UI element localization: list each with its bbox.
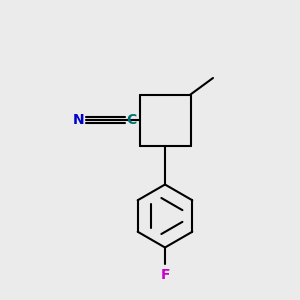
- Text: C: C: [126, 113, 136, 127]
- Text: F: F: [160, 268, 170, 282]
- Text: N: N: [72, 113, 84, 127]
